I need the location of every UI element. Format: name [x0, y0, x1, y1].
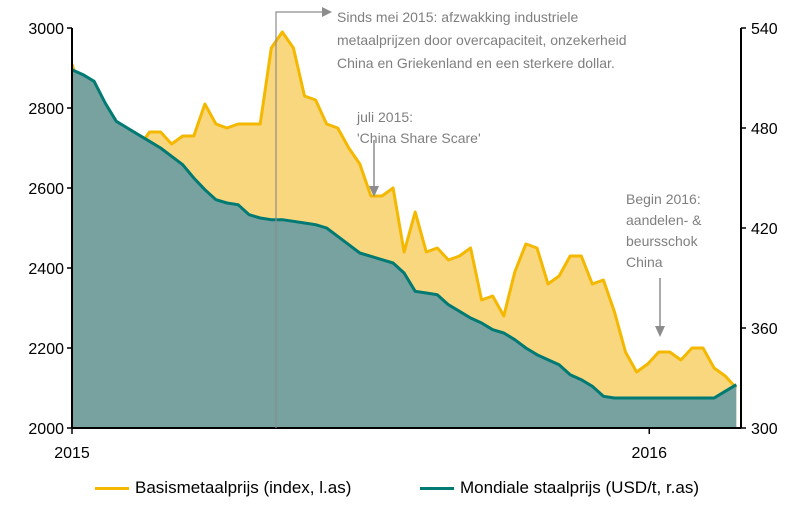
- legend-swatch-metal: [95, 486, 129, 490]
- x-tick-label: 2016: [631, 445, 667, 462]
- annotation-connector-mei: [275, 11, 322, 428]
- annotation-arrowhead-mei: [322, 7, 332, 17]
- y-right-tick-label: 300: [751, 421, 778, 438]
- annotation-arrowhead-begin: [655, 326, 665, 337]
- chart-areas: [70, 30, 738, 428]
- annotation-line: Sinds mei 2015: afzwakking industriele: [337, 9, 578, 25]
- x-tick-label: 2015: [54, 445, 90, 462]
- chart-annotations: Sinds mei 2015: afzwakking industriele me…: [275, 7, 702, 428]
- legend-swatch-steel: [420, 486, 454, 490]
- chart-axes: 2000 2200 2400 2600 2800 3000 300 360 420 480 540 2…: [28, 21, 777, 462]
- series-area-steel: [72, 69, 737, 428]
- y-right-tick-label: 540: [751, 21, 778, 38]
- annotation-line: China en Griekenland en een sterkere dol…: [337, 55, 615, 71]
- annotation-line: 'China Share Scare': [357, 130, 481, 146]
- legend-item-metal: Basismetaalprijs (index, l.as): [95, 478, 351, 498]
- series-line-steel: [71, 68, 738, 400]
- chart-legend: Basismetaalprijs (index, l.as) Mondiale …: [0, 470, 800, 505]
- annotation-line: metaalprijzen door overcapaciteit, onzek…: [337, 32, 627, 48]
- y-right-tick-label: 480: [751, 121, 778, 138]
- chart-svg: 2000 2200 2400 2600 2800 3000 300 360 420 480 540 2…: [28, 7, 778, 462]
- legend-label-metal: Basismetaalprijs (index, l.as): [135, 478, 352, 497]
- annotation-begin-2016: Begin 2016: aandelen- & beursschok China: [626, 191, 702, 270]
- annotation-arrowhead-juli: [369, 186, 379, 197]
- y-left-tick-label: 2600: [28, 181, 64, 198]
- annotation-line: Begin 2016:: [626, 191, 701, 207]
- y-right-tick-label: 420: [751, 221, 778, 238]
- y-right-tick-label: 360: [751, 321, 778, 338]
- y-left-tick-label: 2400: [28, 261, 64, 278]
- y-left-tick-label: 2800: [28, 101, 64, 118]
- annotation-line: juli 2015:: [356, 109, 413, 125]
- annotation-mei-2015: Sinds mei 2015: afzwakking industriele me…: [337, 9, 627, 71]
- legend-label-steel: Mondiale staalprijs (USD/t, r.as): [460, 478, 700, 497]
- annotation-line: China: [626, 254, 663, 270]
- annotation-line: beursschok: [626, 233, 699, 249]
- y-left-tick-label: 3000: [28, 21, 64, 38]
- legend-item-steel: Mondiale staalprijs (USD/t, r.as): [420, 478, 699, 498]
- series-line-metal: [70, 30, 738, 390]
- annotation-line: aandelen- &: [626, 212, 702, 228]
- y-left-tick-label: 2000: [28, 421, 64, 438]
- y-left-tick-label: 2200: [28, 341, 64, 358]
- annotation-juli-2015: juli 2015: 'China Share Scare': [356, 109, 481, 146]
